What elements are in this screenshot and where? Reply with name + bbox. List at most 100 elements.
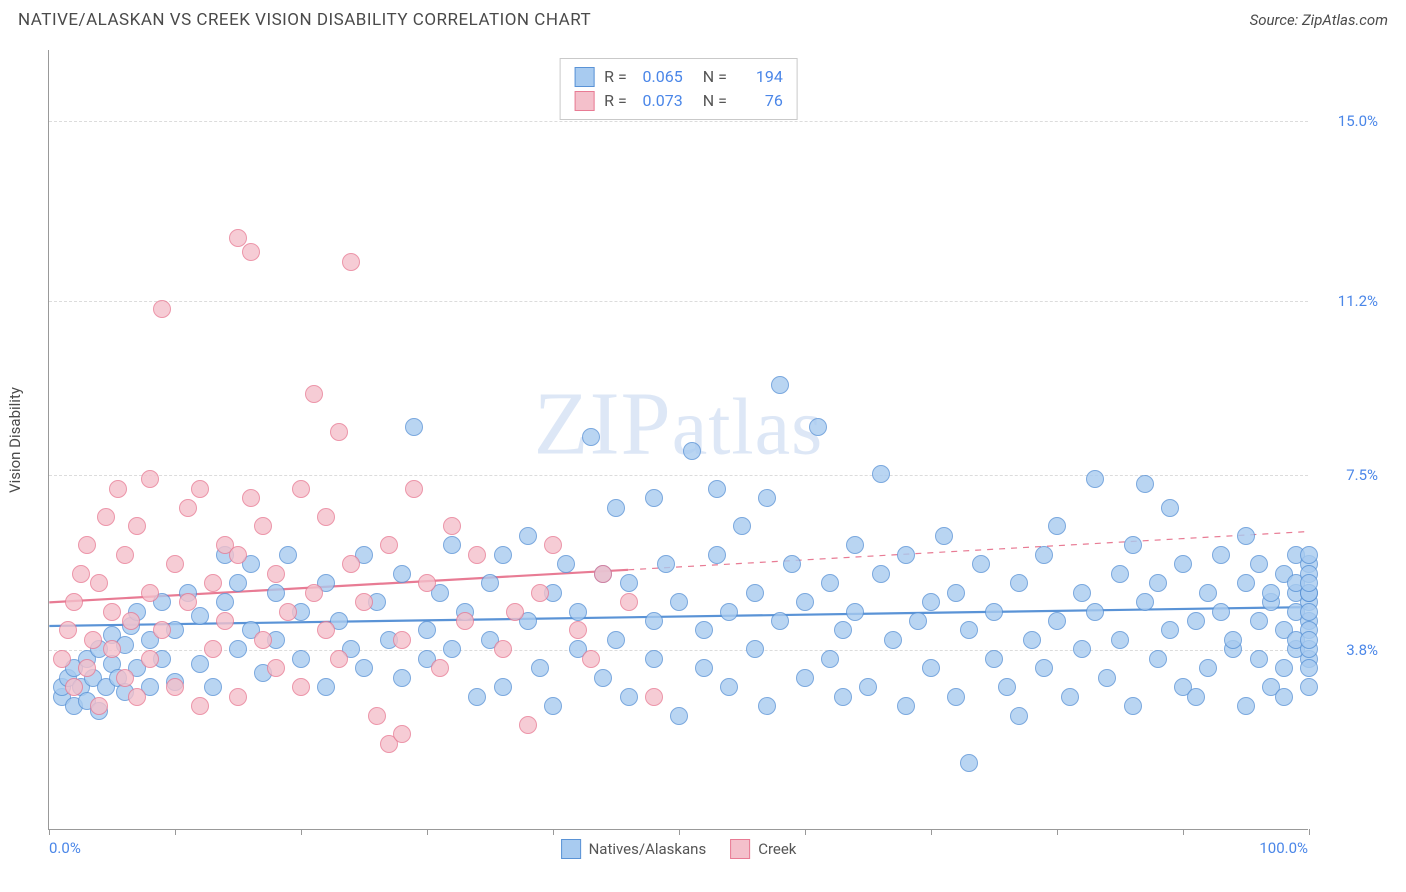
data-point-creek: [582, 650, 600, 668]
data-point-natives: [1300, 603, 1318, 621]
data-point-creek: [317, 508, 335, 526]
data-point-natives: [1199, 659, 1217, 677]
data-point-natives: [1048, 517, 1066, 535]
data-point-natives: [1300, 574, 1318, 592]
data-point-natives: [834, 621, 852, 639]
data-point-natives: [229, 640, 247, 658]
data-point-natives: [1237, 574, 1255, 592]
data-point-creek: [166, 555, 184, 573]
data-point-natives: [216, 593, 234, 611]
data-point-natives: [1086, 603, 1104, 621]
data-point-creek: [292, 480, 310, 498]
data-point-creek: [242, 243, 260, 261]
data-point-natives: [670, 593, 688, 611]
data-point-natives: [267, 584, 285, 602]
legend-label: Natives/Alaskans: [589, 840, 707, 858]
stats-row-creek: R =0.073N =76: [574, 89, 783, 113]
data-point-natives: [279, 546, 297, 564]
data-point-natives: [1124, 697, 1142, 715]
data-point-creek: [531, 584, 549, 602]
data-point-natives: [607, 499, 625, 517]
x-tick: [175, 829, 176, 835]
stats-row-natives: R =0.065N =194: [574, 65, 783, 89]
data-point-creek: [191, 697, 209, 715]
data-point-natives: [317, 678, 335, 696]
data-point-creek: [519, 716, 537, 734]
data-point-creek: [109, 480, 127, 498]
legend-swatch: [574, 67, 594, 87]
data-point-natives: [1262, 584, 1280, 602]
r-label: R =: [604, 89, 627, 113]
legend-label: Creek: [758, 840, 796, 858]
data-point-natives: [1048, 612, 1066, 630]
data-point-creek: [267, 565, 285, 583]
data-point-natives: [645, 489, 663, 507]
data-point-natives: [204, 678, 222, 696]
data-point-natives: [985, 650, 1003, 668]
data-point-creek: [620, 593, 638, 611]
data-point-creek: [128, 688, 146, 706]
data-point-natives: [897, 697, 915, 715]
data-point-natives: [846, 536, 864, 554]
series-legend: Natives/Alaskans Creek: [561, 839, 797, 859]
n-value: 194: [737, 65, 783, 89]
data-point-natives: [947, 688, 965, 706]
data-point-creek: [292, 678, 310, 696]
data-point-creek: [405, 480, 423, 498]
data-point-natives: [670, 707, 688, 725]
data-point-natives: [1035, 546, 1053, 564]
data-point-natives: [191, 655, 209, 673]
data-point-natives: [1300, 546, 1318, 564]
data-point-creek: [456, 612, 474, 630]
n-label: N =: [703, 65, 727, 89]
data-point-natives: [645, 612, 663, 630]
data-point-creek: [179, 499, 197, 517]
data-point-creek: [84, 631, 102, 649]
data-point-natives: [1111, 631, 1129, 649]
data-point-natives: [1136, 593, 1154, 611]
data-point-creek: [229, 546, 247, 564]
data-point-natives: [846, 603, 864, 621]
data-point-natives: [494, 678, 512, 696]
data-point-creek: [342, 555, 360, 573]
data-point-creek: [494, 640, 512, 658]
data-point-creek: [317, 621, 335, 639]
gridline: [49, 475, 1308, 476]
data-point-creek: [103, 603, 121, 621]
data-point-natives: [1187, 688, 1205, 706]
data-point-natives: [796, 593, 814, 611]
data-point-natives: [519, 527, 537, 545]
chart-title: NATIVE/ALASKAN VS CREEK VISION DISABILIT…: [18, 10, 591, 30]
data-point-natives: [531, 659, 549, 677]
data-point-natives: [960, 754, 978, 772]
data-point-natives: [758, 489, 776, 507]
r-label: R =: [604, 65, 627, 89]
y-tick-label: 15.0%: [1318, 112, 1378, 130]
data-point-natives: [708, 546, 726, 564]
trendline-dashed-creek: [628, 532, 1308, 570]
data-point-natives: [821, 650, 839, 668]
y-tick-label: 11.2%: [1318, 292, 1378, 310]
data-point-natives: [1098, 669, 1116, 687]
data-point-natives: [859, 678, 877, 696]
data-point-creek: [418, 574, 436, 592]
data-point-natives: [758, 697, 776, 715]
x-tick: [1183, 829, 1184, 835]
data-point-creek: [342, 253, 360, 271]
data-point-natives: [1300, 659, 1318, 677]
data-point-natives: [1275, 688, 1293, 706]
gridline: [49, 121, 1308, 122]
data-point-natives: [1212, 603, 1230, 621]
data-point-natives: [783, 555, 801, 573]
data-point-natives: [1111, 565, 1129, 583]
legend-swatch: [574, 91, 594, 111]
data-point-creek: [443, 517, 461, 535]
x-tick: [301, 829, 302, 835]
data-point-natives: [393, 669, 411, 687]
y-axis-title: Vision Disability: [6, 387, 24, 493]
data-point-creek: [380, 536, 398, 554]
data-point-natives: [1136, 475, 1154, 493]
data-point-creek: [368, 707, 386, 725]
data-point-creek: [103, 640, 121, 658]
data-point-natives: [229, 574, 247, 592]
